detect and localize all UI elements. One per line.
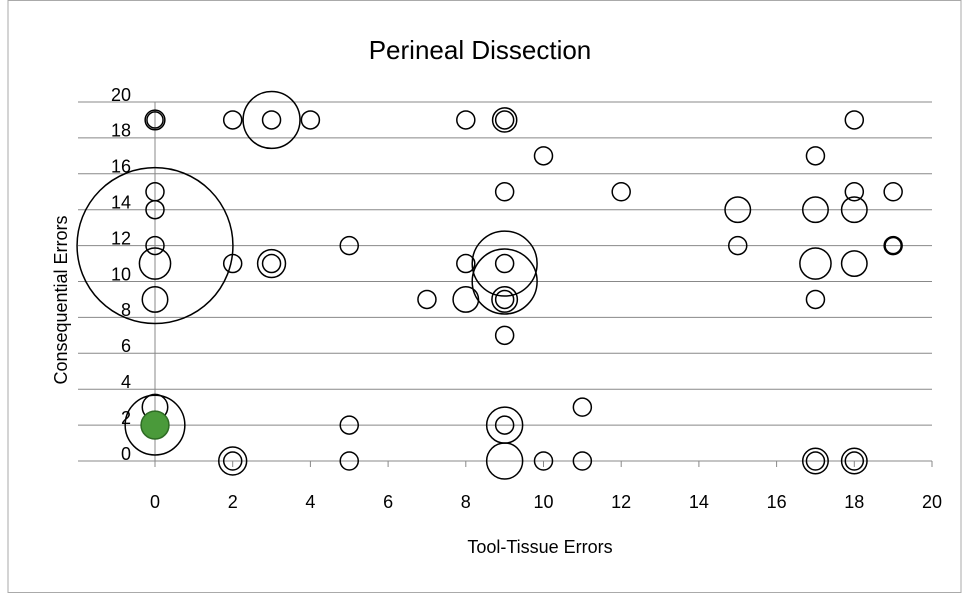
bubble [144, 109, 166, 131]
bubble [456, 110, 476, 130]
bubble [339, 451, 359, 471]
bubble [452, 285, 480, 313]
bubble [611, 182, 631, 202]
bubble [261, 253, 282, 274]
x-axis-label: Tool-Tissue Errors [467, 537, 612, 557]
bubble [801, 447, 829, 475]
bubble [494, 325, 515, 346]
x-tick-label: 20 [922, 492, 942, 512]
bubble [883, 182, 903, 202]
x-tick-label: 6 [383, 492, 393, 512]
x-tick-label: 0 [150, 492, 160, 512]
bubble [494, 182, 515, 202]
y-tick-label: 6 [121, 336, 131, 356]
bubble [218, 446, 248, 476]
bubble [805, 146, 826, 166]
bubble [76, 166, 234, 325]
bubble [491, 285, 519, 313]
bubble [456, 253, 476, 274]
bubble [844, 182, 865, 202]
bubble [145, 235, 165, 256]
bubble [222, 110, 243, 130]
x-tick-label: 4 [305, 492, 315, 512]
bubble [844, 110, 865, 130]
bubble [485, 442, 524, 480]
bubble [572, 397, 593, 417]
bubble [300, 110, 321, 130]
bubble [256, 248, 287, 279]
bubble [728, 235, 748, 256]
bubble [124, 394, 186, 456]
bubble [724, 196, 752, 224]
bubble [494, 289, 515, 310]
bubble [145, 199, 165, 220]
y-tick-label: 12 [111, 228, 131, 248]
bubble [840, 196, 868, 224]
y-tick-label: 0 [121, 444, 131, 464]
bubble [491, 107, 518, 133]
y-tick-label: 4 [121, 372, 131, 392]
x-tick-label: 18 [844, 492, 864, 512]
x-tick-label: 14 [689, 492, 709, 512]
bubble [840, 250, 868, 278]
bubble [494, 110, 515, 130]
bubble [471, 230, 538, 297]
bubble [222, 451, 243, 471]
bubble [533, 451, 554, 471]
x-tick-label: 10 [533, 492, 553, 512]
bubble [138, 247, 172, 280]
bubble [339, 235, 359, 256]
x-tick-label: 8 [461, 492, 471, 512]
y-tick-label: 20 [111, 85, 131, 105]
bubble [844, 451, 865, 471]
y-tick-label: 10 [111, 264, 131, 284]
bubble [471, 248, 538, 315]
bubble [884, 236, 902, 255]
bubble [494, 415, 515, 435]
bubble [140, 410, 170, 440]
bubble [801, 196, 829, 224]
bubble [494, 253, 515, 274]
x-tick-label: 16 [767, 492, 787, 512]
y-axis-label: Consequential Errors [51, 215, 71, 384]
bubble [533, 146, 554, 166]
bubble [805, 289, 826, 310]
bubble [799, 247, 832, 280]
bubble [222, 253, 243, 274]
bubble [261, 110, 282, 130]
y-tick-label: 18 [111, 121, 131, 141]
bubble [805, 451, 826, 471]
bubble [417, 289, 437, 310]
y-tick-label: 14 [111, 192, 131, 212]
bubble [840, 447, 868, 475]
bubble [141, 285, 169, 313]
x-tick-label: 12 [611, 492, 631, 512]
x-tick-label: 2 [228, 492, 238, 512]
bubble [146, 111, 164, 129]
y-tick-label: 8 [121, 300, 131, 320]
bubble [242, 90, 301, 150]
bubble [572, 451, 593, 471]
y-tick-label: 16 [111, 157, 131, 177]
chart-title: Perineal Dissection [369, 35, 592, 65]
bubble [339, 415, 359, 435]
bubble [883, 235, 903, 256]
